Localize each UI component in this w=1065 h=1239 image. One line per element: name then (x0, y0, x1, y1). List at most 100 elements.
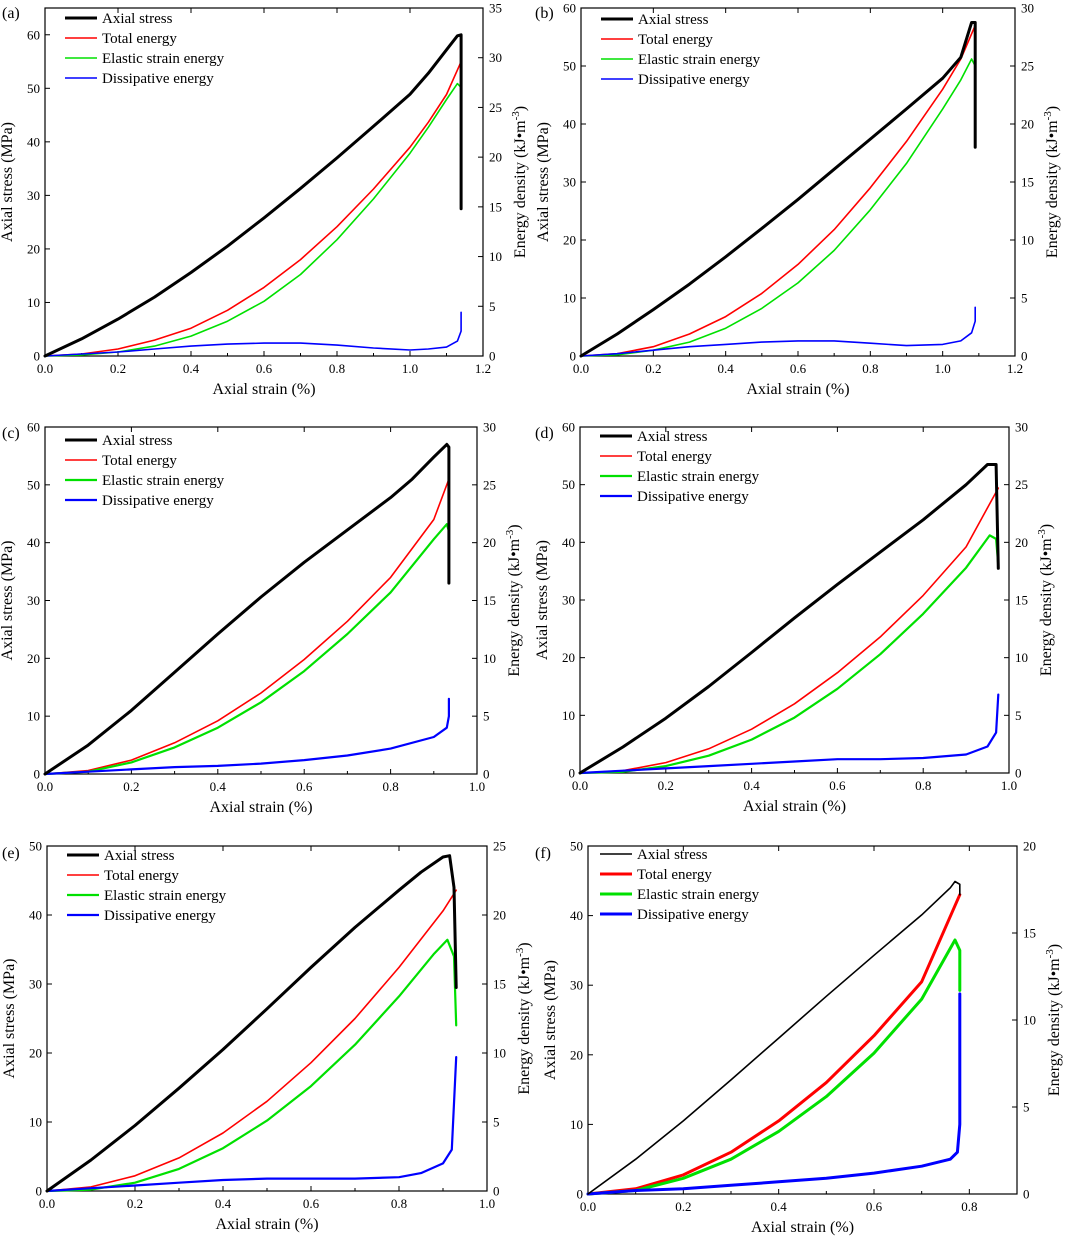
y-left-tick-label: 10 (27, 709, 40, 724)
y-right-tick-label: 15 (483, 593, 496, 608)
y-right-tick-label: 5 (489, 299, 496, 314)
series-line-elastic-strain-energy (43, 523, 450, 776)
y-right-axis-title-end: ) (512, 106, 529, 111)
y-right-axis-title: Energy density (kJ•m-3) (1044, 944, 1063, 1096)
x-tick-label: 0.6 (303, 1196, 320, 1211)
legend-label: Elastic strain energy (102, 473, 225, 489)
legend-label: Dissipative energy (637, 489, 749, 505)
x-tick-label: 0.8 (915, 778, 931, 793)
legend-label: Axial stress (637, 429, 708, 445)
y-right-tick-label: 10 (493, 1046, 506, 1061)
x-axis-title: Axial strain (%) (212, 381, 315, 398)
x-tick-label: 0.6 (256, 361, 273, 376)
y-right-tick-label: 15 (1023, 926, 1036, 941)
y-right-tick-label: 20 (1023, 839, 1036, 854)
y-right-tick-label: 30 (483, 420, 496, 435)
y-left-tick-label: 40 (563, 117, 576, 132)
x-tick-label: 0.0 (37, 779, 53, 794)
x-tick-label: 0.4 (771, 1199, 788, 1214)
y-left-tick-label: 10 (563, 291, 576, 306)
y-right-tick-label: 20 (483, 535, 496, 550)
y-right-axis-title-end: ) (506, 524, 523, 529)
y-right-axis-title: Energy density (kJ•m-3) (1036, 524, 1055, 676)
y-right-tick-label: 30 (489, 50, 502, 65)
y-right-tick-label: 10 (1015, 650, 1028, 665)
y-right-tick-label: 0 (493, 1184, 500, 1199)
y-left-axis-title: Axial stress (MPa) (535, 122, 552, 242)
series-line-total-energy (44, 60, 462, 357)
series-line-elastic-strain-energy (578, 534, 1000, 775)
series-line-total-energy (580, 24, 976, 357)
y-right-axis-title: Energy density (kJ•m-3) (504, 524, 523, 676)
y-left-tick-label: 40 (27, 535, 40, 550)
legend-label: Dissipative energy (637, 907, 749, 923)
panel-label: (e) (2, 845, 20, 862)
y-right-axis-title-end: ) (516, 942, 533, 947)
chart-panel-b: 0.0 0.2 0.4 0.6 0.8 1.0 1.20102030405060051015… (535, 1, 1061, 399)
y-right-tick-label: 10 (489, 249, 502, 264)
x-tick-label: 1.2 (475, 361, 491, 376)
series-line-dissipative-energy (580, 306, 976, 357)
y-right-axis-title: Energy density (kJ•m-3) (514, 942, 533, 1094)
y-right-tick-label: 5 (493, 1115, 500, 1130)
y-right-tick-label: 30 (1021, 1, 1034, 16)
y-right-tick-label: 20 (493, 908, 506, 923)
series-line-axial-stress (579, 21, 977, 358)
y-right-axis-title: Energy density (kJ•m-3) (1042, 106, 1061, 258)
series-line-dissipative-energy (45, 1056, 458, 1193)
y-left-tick-label: 30 (563, 175, 576, 190)
y-right-tick-label: 20 (1021, 117, 1034, 132)
y-right-tick-label: 30 (1015, 420, 1028, 435)
legend-label: Total energy (102, 31, 177, 47)
y-right-axis-title-sup: -3 (1042, 111, 1054, 121)
y-left-axis-title: Axial stress (MPa) (0, 541, 16, 661)
legend-label: Total energy (104, 868, 179, 884)
x-tick-label: 0.4 (743, 778, 760, 793)
y-right-tick-label: 10 (483, 651, 496, 666)
chart-panel-d: 0.0 0.2 0.4 0.6 0.8 1.00102030405060051015202… (534, 420, 1055, 816)
x-tick-label: 1.0 (469, 779, 485, 794)
series-line-axial-stress (587, 880, 961, 1195)
legend-label: Axial stress (102, 11, 173, 27)
x-tick-label: 0.6 (829, 778, 846, 793)
panel-label: (a) (2, 5, 20, 22)
y-left-tick-label: 0 (34, 767, 41, 782)
chart-panel-c: 0.0 0.2 0.4 0.6 0.8 1.00102030405060051015202… (0, 420, 523, 817)
y-left-tick-label: 50 (27, 81, 40, 96)
x-axis-title: Axial strain (%) (209, 799, 312, 816)
y-left-tick-label: 10 (562, 708, 575, 723)
panel-label: (f) (535, 845, 551, 862)
legend-label: Elastic strain energy (104, 888, 227, 904)
x-tick-label: 0.8 (961, 1199, 977, 1214)
y-left-tick-label: 60 (562, 420, 575, 435)
chart-panel-e: 0.0 0.2 0.4 0.6 0.8 1.0010203040500510152025A… (1, 839, 533, 1234)
series-line-total-energy (586, 893, 962, 1196)
series-line-dissipative-energy (586, 992, 962, 1196)
series-line-axial-stress (45, 854, 458, 1193)
series-line-dissipative-energy (43, 697, 450, 776)
legend-label: Elastic strain energy (637, 887, 760, 903)
series-line-elastic-strain-energy (44, 82, 462, 357)
y-right-axis-title-end: ) (1044, 106, 1061, 111)
x-tick-label: 0.8 (862, 361, 878, 376)
series-line-axial-stress (43, 442, 451, 776)
y-right-axis-title-sup: -3 (504, 529, 516, 539)
y-left-tick-label: 10 (29, 1115, 42, 1130)
y-right-tick-label: 35 (489, 1, 502, 16)
legend-label: Total energy (637, 449, 712, 465)
x-tick-label: 1.0 (402, 361, 418, 376)
y-left-tick-label: 30 (27, 593, 40, 608)
y-right-axis-title-sup: -3 (510, 111, 522, 121)
x-tick-label: 0.0 (573, 361, 589, 376)
y-right-tick-label: 15 (1015, 593, 1028, 608)
y-left-tick-label: 60 (563, 1, 576, 16)
series-line-elastic-strain-energy (586, 938, 962, 1196)
x-tick-label: 1.0 (935, 361, 951, 376)
y-left-tick-label: 30 (27, 188, 40, 203)
legend-label: Dissipative energy (102, 493, 214, 509)
series-line-elastic-strain-energy (45, 938, 458, 1193)
x-tick-label: 0.2 (127, 1196, 143, 1211)
y-left-tick-label: 0 (569, 766, 576, 781)
y-right-tick-label: 25 (493, 839, 506, 854)
